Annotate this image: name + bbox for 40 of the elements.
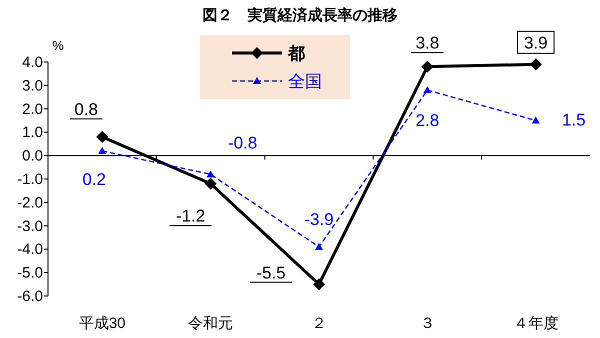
- data-label: -0.8: [228, 133, 258, 152]
- y-axis-title: %: [52, 38, 64, 53]
- y-tick-label: -5.0: [17, 264, 43, 282]
- y-tick-label: -6.0: [17, 288, 43, 305]
- point: [532, 116, 540, 124]
- x-tick-label: ２: [312, 315, 326, 332]
- data-label: 3.8: [416, 34, 440, 53]
- data-label: -5.5: [256, 263, 286, 282]
- y-tick-label: 4.0: [22, 54, 43, 71]
- y-tick-label: 1.0: [22, 124, 43, 142]
- point: [423, 86, 432, 94]
- y-tick-label: -1.0: [17, 171, 43, 188]
- legend-label: 全国: [288, 72, 322, 91]
- y-tick-label: -4.0: [17, 241, 43, 258]
- point: [530, 58, 542, 70]
- chart-title: 図２ 実質経済成長率の推移: [202, 6, 398, 24]
- data-label: -3.9: [304, 210, 334, 229]
- data-label: 0.2: [82, 170, 106, 189]
- point: [206, 170, 215, 178]
- y-tick-label: -3.0: [17, 218, 43, 235]
- x-tick-label: ４年度: [513, 315, 558, 332]
- y-tick-label: 3.0: [22, 77, 43, 94]
- x-tick-label: 令和元: [188, 315, 234, 332]
- data-label: -1.2: [176, 206, 206, 226]
- data-label: 0.8: [74, 100, 98, 119]
- legend-label: 都: [287, 44, 305, 63]
- point: [315, 242, 323, 250]
- point: [421, 60, 434, 73]
- y-tick-label: 2.0: [22, 100, 43, 118]
- y-tick-label: 0.0: [22, 148, 43, 165]
- x-tick-label: 平成30: [78, 315, 126, 332]
- point: [204, 178, 217, 190]
- data-label: 3.9: [524, 33, 548, 52]
- point: [98, 146, 106, 154]
- x-tick-label: ３: [420, 315, 435, 332]
- y-tick-label: -2.0: [17, 194, 43, 212]
- point: [96, 130, 108, 143]
- point: [313, 278, 325, 290]
- data-label: 2.8: [416, 111, 440, 130]
- data-label: 1.5: [562, 110, 586, 130]
